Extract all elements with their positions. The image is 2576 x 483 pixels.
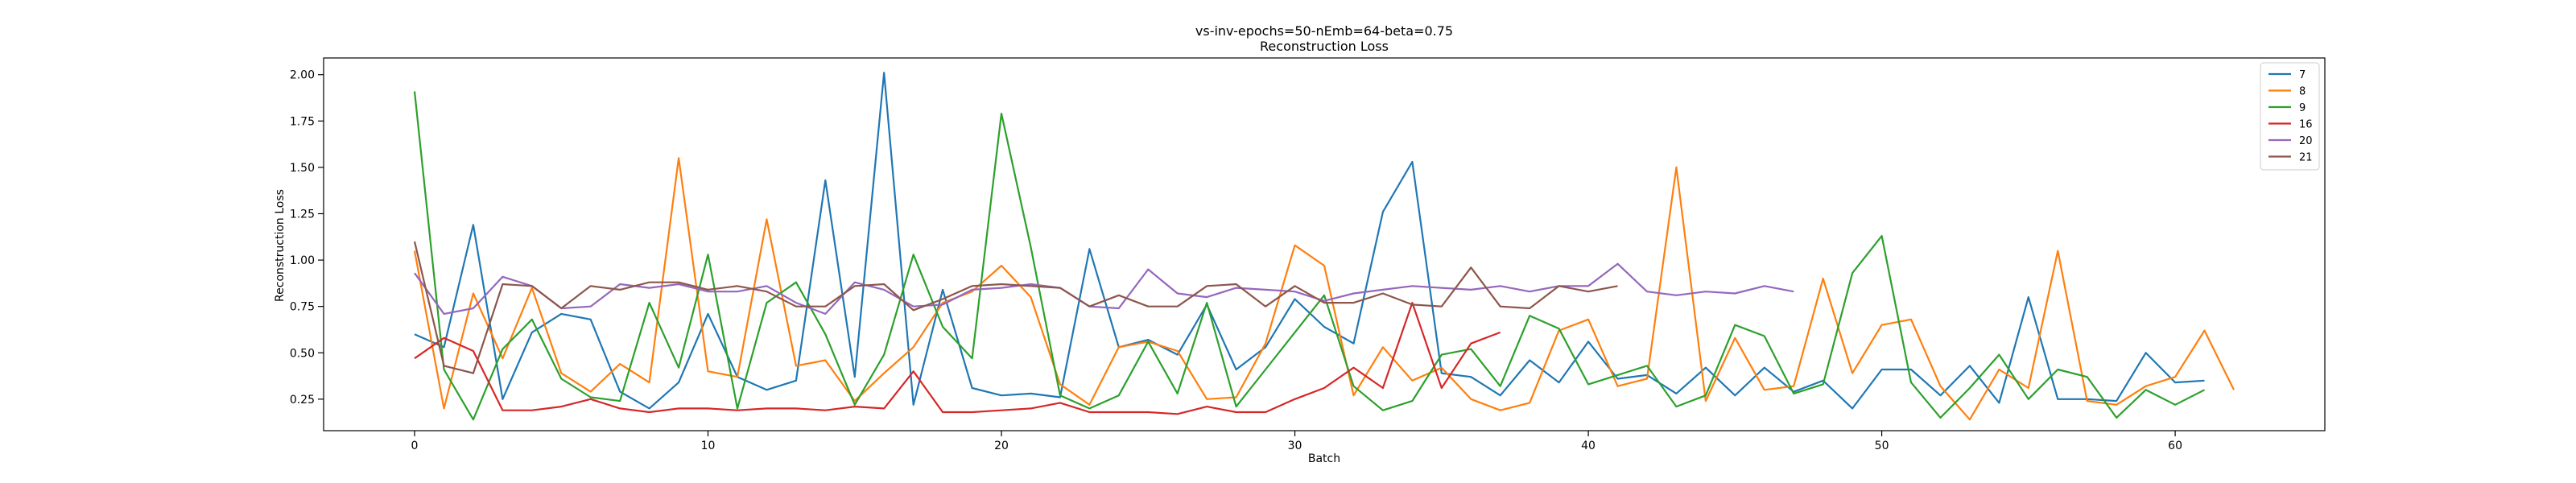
y-tick-label: 1.50 (290, 162, 315, 175)
y-axis-label: Reconstruction Loss (274, 189, 287, 302)
plot-frame (323, 57, 2326, 431)
legend-box (2260, 62, 2320, 171)
plot-area (323, 57, 2326, 431)
legend-label-9: 9 (2299, 102, 2306, 114)
y-tick-label: 2.00 (290, 69, 315, 82)
y-axis: 0.25 0.50 0.75 1.00 1.25 1.50 1.75 2.00 (290, 69, 324, 407)
x-tick-label: 0 (411, 440, 419, 452)
series-line-20 (414, 262, 1794, 315)
series-line-16 (414, 302, 1501, 415)
series-line-21 (413, 241, 1618, 374)
series-line-7 (414, 72, 2205, 410)
series-lines (413, 72, 2235, 421)
x-tick-label: 40 (1581, 440, 1596, 452)
y-tick-label: 1.00 (290, 254, 315, 267)
legend-label-8: 8 (2299, 86, 2306, 98)
x-axis-label: Batch (1308, 452, 1340, 465)
legend-label-7: 7 (2299, 69, 2306, 81)
x-tick-label: 30 (1288, 440, 1302, 452)
x-tick-label: 10 (701, 440, 716, 452)
y-tick-label: 0.25 (290, 394, 315, 407)
y-tick-label: 1.75 (290, 115, 315, 128)
x-axis: 0 10 20 30 40 50 60 (411, 431, 2182, 452)
legend-label-21: 21 (2299, 152, 2313, 164)
chart-title: vs-inv-epochs=50-nEmb=64-beta=0.75 (1195, 23, 1453, 39)
series-line-9 (413, 91, 2205, 421)
y-tick-label: 0.50 (290, 347, 315, 360)
x-tick-label: 60 (2168, 440, 2182, 452)
y-tick-label: 1.25 (290, 208, 315, 221)
y-tick-label: 0.75 (290, 301, 315, 314)
series-line-8 (413, 157, 2235, 421)
legend-label-16: 16 (2299, 119, 2313, 131)
x-tick-label: 50 (1875, 440, 1889, 452)
x-tick-label: 20 (994, 440, 1009, 452)
chart-subtitle: Reconstruction Loss (1260, 39, 1389, 54)
legend-label-20: 20 (2299, 135, 2313, 147)
legend: 7 8 9 16 20 21 (2260, 62, 2320, 171)
